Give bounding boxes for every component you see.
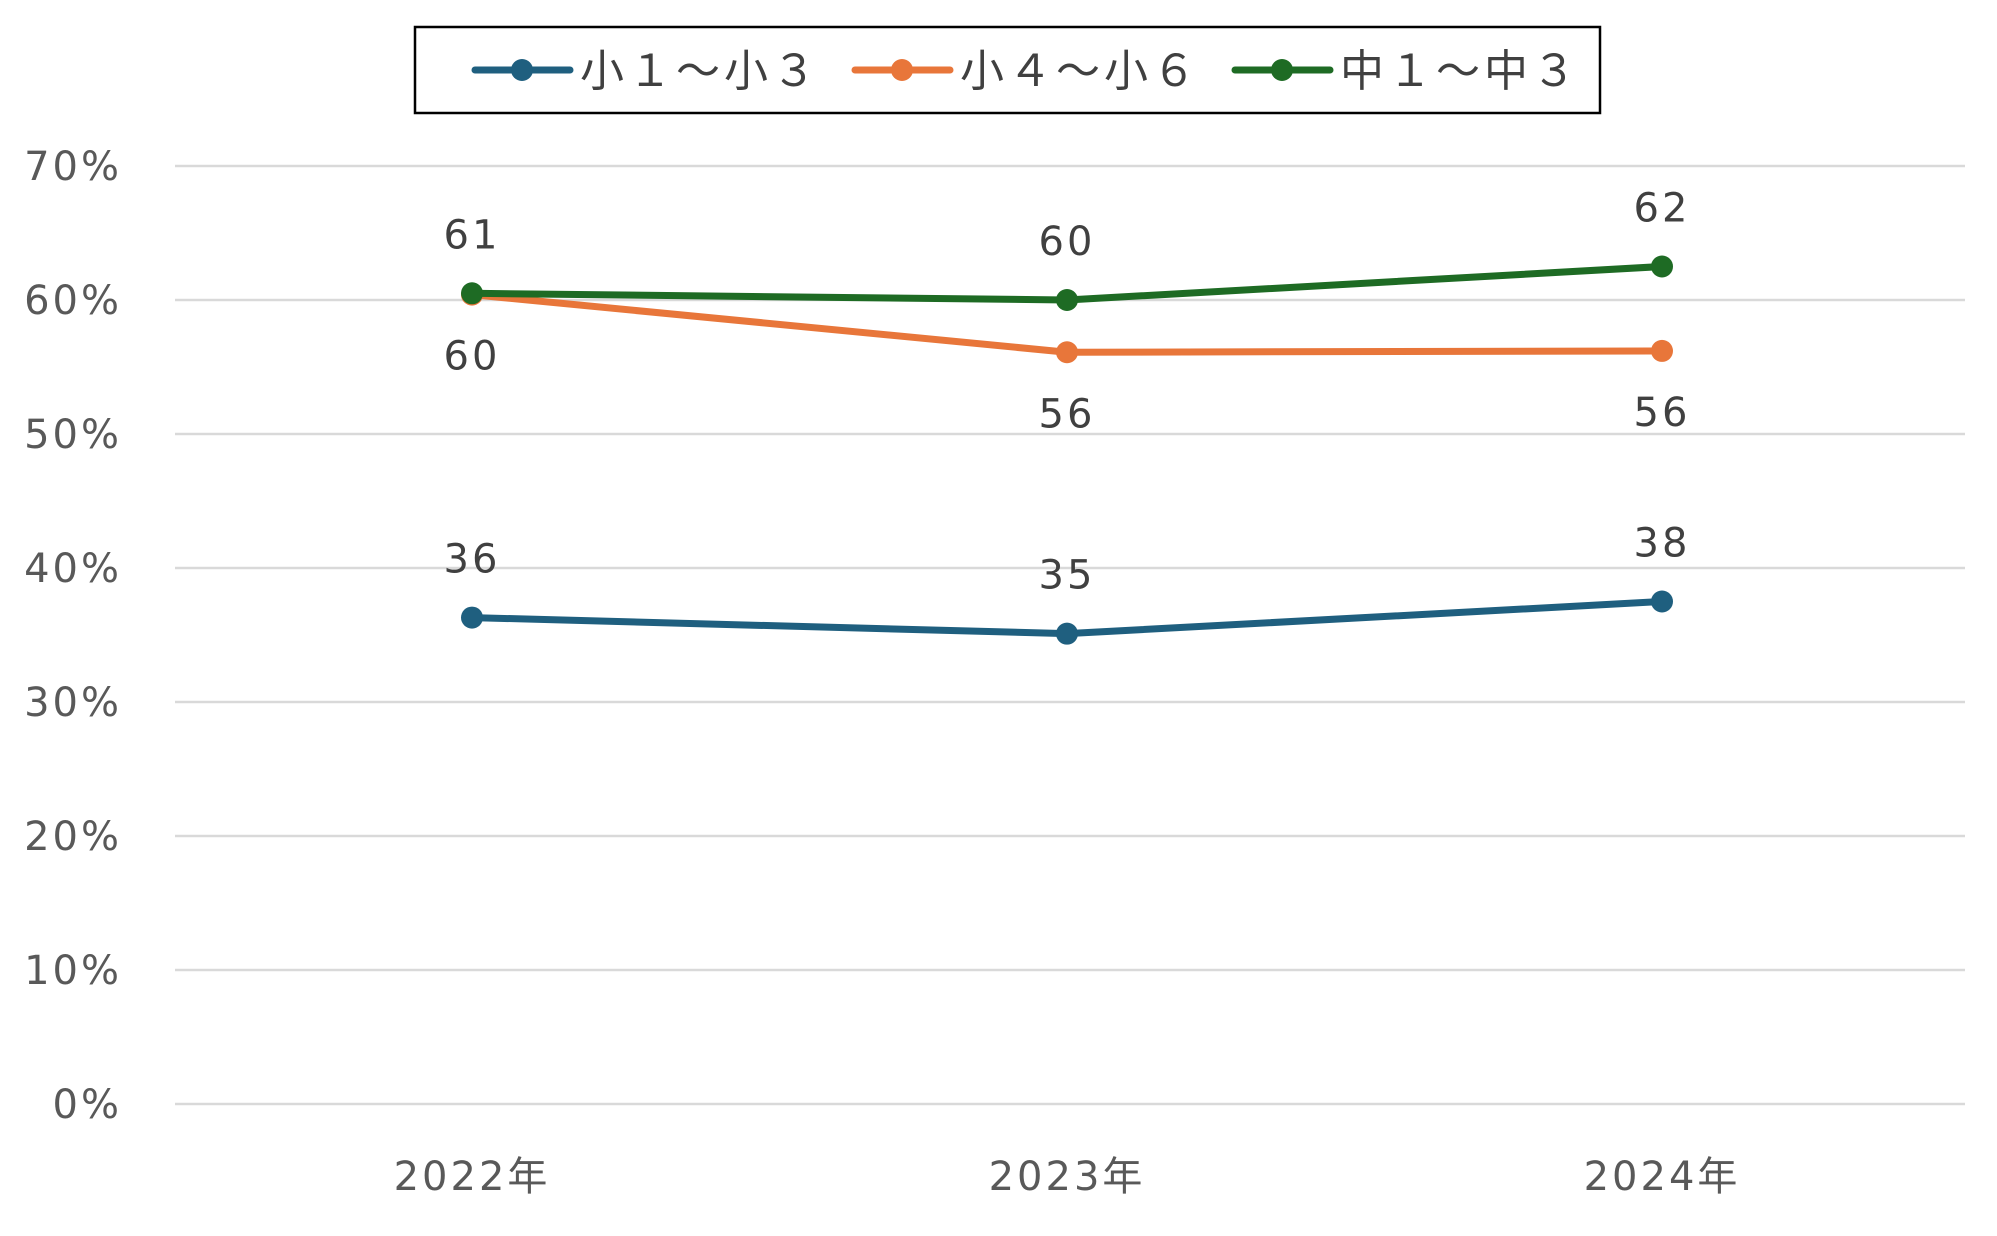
legend-box [413, 25, 1602, 115]
legend-marker [511, 59, 533, 81]
y-tick-label: 10% [24, 948, 122, 994]
data-point [1651, 339, 1673, 362]
legend-marker [1271, 59, 1293, 81]
x-axis-tick-labels: 2022年 2023年 2024年 [394, 1154, 1741, 1200]
data-point [1056, 289, 1078, 311]
data-label: 56 [1634, 390, 1691, 436]
data-point [1056, 341, 1078, 364]
data-label: 36 [444, 537, 501, 583]
y-tick-label: 40% [24, 546, 122, 592]
legend-entry-label: 中１～中３ [1340, 46, 1580, 97]
y-tick-label: 30% [24, 680, 122, 726]
data-point [1056, 622, 1078, 645]
data-label: 62 [1634, 186, 1691, 232]
series-layer [461, 255, 1673, 645]
data-point [1651, 590, 1673, 613]
legend-entry-label: 小１～小３ [580, 46, 820, 97]
data-label: 38 [1634, 521, 1691, 567]
legend: 小１～小３ 小４～小６ 中１～中３ [413, 25, 1602, 115]
data-label: 56 [1039, 391, 1096, 437]
data-point [461, 282, 483, 305]
x-tick-label: 2022年 [394, 1154, 551, 1200]
x-tick-label: 2024年 [1584, 1154, 1741, 1200]
data-label: 60 [1039, 219, 1096, 265]
data-point [1651, 255, 1673, 278]
data-point [461, 606, 483, 629]
legend-entry-label: 小４～小６ [960, 46, 1200, 97]
x-tick-label: 2023年 [989, 1154, 1146, 1200]
data-labels: 36 35 38 60 56 56 61 60 62 [444, 186, 1691, 599]
y-tick-label: 50% [24, 412, 122, 458]
y-tick-label: 70% [24, 144, 122, 190]
y-tick-label: 0% [53, 1082, 122, 1128]
y-tick-label: 60% [24, 278, 122, 324]
data-label: 35 [1039, 553, 1096, 599]
data-label: 60 [444, 334, 501, 380]
y-tick-label: 20% [24, 814, 122, 860]
y-axis-tick-labels: 0% 10% 20% 30% 40% 50% 60% 70% [24, 144, 122, 1128]
legend-marker [891, 59, 913, 81]
data-label: 61 [444, 212, 501, 258]
